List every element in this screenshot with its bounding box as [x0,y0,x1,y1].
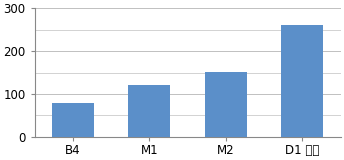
Bar [128,85,170,137]
Bar [281,25,323,137]
Bar [205,72,247,137]
Bar [52,103,94,137]
